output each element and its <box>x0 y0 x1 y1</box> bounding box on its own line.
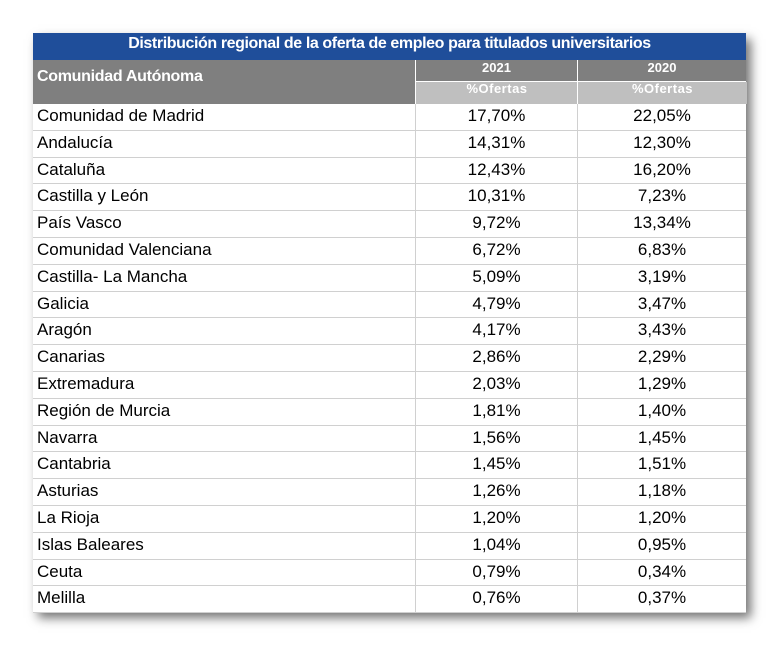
value-2021: 6,72% <box>415 237 577 264</box>
region-name: Castilla y León <box>37 186 149 206</box>
table-row: Comunidad de Madrid 17,70% 22,05% <box>33 104 746 131</box>
value-2021: 1,04% <box>415 532 577 559</box>
value-2020: 3,19% <box>577 264 746 291</box>
table-row: Navarra 1,56% 1,45% <box>33 425 746 453</box>
value-2020: 12,30% <box>577 130 746 157</box>
value-2021: 0,76% <box>415 586 577 613</box>
value-2021: 1,20% <box>415 505 577 532</box>
table-header: Comunidad Autónoma 2021 2020 %Ofertas %O… <box>33 60 747 104</box>
value-2020: 1,18% <box>577 479 746 506</box>
value-2020: 16,20% <box>577 157 746 184</box>
column-header-region: Comunidad Autónoma <box>33 60 415 104</box>
value-2020: 0,34% <box>577 559 746 586</box>
region-name: Ceuta <box>37 561 83 581</box>
value-2020: 1,40% <box>577 398 746 425</box>
value-2021: 1,56% <box>415 425 577 452</box>
value-2021: 10,31% <box>415 184 577 211</box>
table-row: Galicia 4,79% 3,47% <box>33 291 746 319</box>
table-row: Andalucía 14,31% 12,30% <box>33 130 746 158</box>
table-row: Comunidad Valenciana 6,72% 6,83% <box>33 237 746 265</box>
value-2021: 12,43% <box>415 157 577 184</box>
value-2021: 1,45% <box>415 452 577 479</box>
region-name: Andalucía <box>37 132 113 152</box>
region-name: País Vasco <box>37 213 122 233</box>
value-2020: 1,45% <box>577 425 746 452</box>
table-row: Cataluña 12,43% 16,20% <box>33 157 746 185</box>
value-2020: 3,43% <box>577 318 746 345</box>
table-row: Canarias 2,86% 2,29% <box>33 345 746 372</box>
table-row: Castilla- La Mancha 5,09% 3,19% <box>33 264 746 292</box>
table-row: Islas Baleares 1,04% 0,95% <box>33 532 746 560</box>
table-row: Melilla 0,76% 0,37% <box>33 586 746 614</box>
value-2020: 2,29% <box>577 345 746 372</box>
region-name: La Rioja <box>37 507 100 527</box>
region-name: Canarias <box>37 347 106 367</box>
region-name: Asturias <box>37 481 99 501</box>
value-2021: 2,86% <box>415 345 577 372</box>
value-2021: 1,26% <box>415 479 577 506</box>
table-row: Región de Murcia 1,81% 1,40% <box>33 398 746 426</box>
region-name: Islas Baleares <box>37 534 144 554</box>
region-name: Cataluña <box>37 159 106 179</box>
value-2020: 22,05% <box>577 104 746 130</box>
value-2021: 0,79% <box>415 559 577 586</box>
table-row: Cantabria 1,45% 1,51% <box>33 452 746 480</box>
region-name: Comunidad de Madrid <box>37 106 205 125</box>
value-2020: 6,83% <box>577 237 746 264</box>
value-2020: 1,29% <box>577 371 746 398</box>
value-2020: 0,37% <box>577 586 746 613</box>
subheader-ofertas-2021: %Ofertas <box>415 82 578 104</box>
table-title: Distribución regional de la oferta de em… <box>33 33 746 60</box>
region-name: Región de Murcia <box>37 400 171 420</box>
value-2021: 14,31% <box>415 130 577 157</box>
region-name: Navarra <box>37 427 98 447</box>
table-row: Asturias 1,26% 1,18% <box>33 479 746 506</box>
value-2020: 0,95% <box>577 532 746 559</box>
region-name: Melilla <box>37 588 86 608</box>
region-name: Cantabria <box>37 454 111 474</box>
value-2021: 17,70% <box>415 104 577 130</box>
table-body: Comunidad de Madrid 17,70% 22,05% Andalucía… <box>33 104 746 614</box>
value-2020: 1,20% <box>577 505 746 532</box>
table-row: Castilla y León 10,31% 7,23% <box>33 184 746 212</box>
value-2020: 1,51% <box>577 452 746 479</box>
value-2021: 4,79% <box>415 291 577 318</box>
value-2021: 1,81% <box>415 398 577 425</box>
table-row: Ceuta 0,79% 0,34% <box>33 559 746 587</box>
region-name: Castilla- La Mancha <box>37 266 188 286</box>
table-row: Extremadura 2,03% 1,29% <box>33 371 746 399</box>
region-name: Extremadura <box>37 373 135 393</box>
region-name: Aragón <box>37 320 92 340</box>
value-2021: 2,03% <box>415 371 577 398</box>
value-2020: 7,23% <box>577 184 746 211</box>
value-2021: 9,72% <box>415 211 577 238</box>
column-header-2021: 2021 <box>415 60 577 82</box>
value-2020: 13,34% <box>577 211 746 238</box>
value-2020: 3,47% <box>577 291 746 318</box>
regional-offers-table: Distribución regional de la oferta de em… <box>33 33 747 614</box>
value-2021: 5,09% <box>415 264 577 291</box>
region-name: Comunidad Valenciana <box>37 239 212 259</box>
column-header-2020: 2020 <box>577 60 746 82</box>
table-row: Aragón 4,17% 3,43% <box>33 318 746 346</box>
table-row: País Vasco 9,72% 13,34% <box>33 211 746 238</box>
region-name: Galicia <box>37 293 89 313</box>
value-2021: 4,17% <box>415 318 577 345</box>
subheader-ofertas-2020: %Ofertas <box>577 82 747 104</box>
table-row: La Rioja 1,20% 1,20% <box>33 505 746 533</box>
